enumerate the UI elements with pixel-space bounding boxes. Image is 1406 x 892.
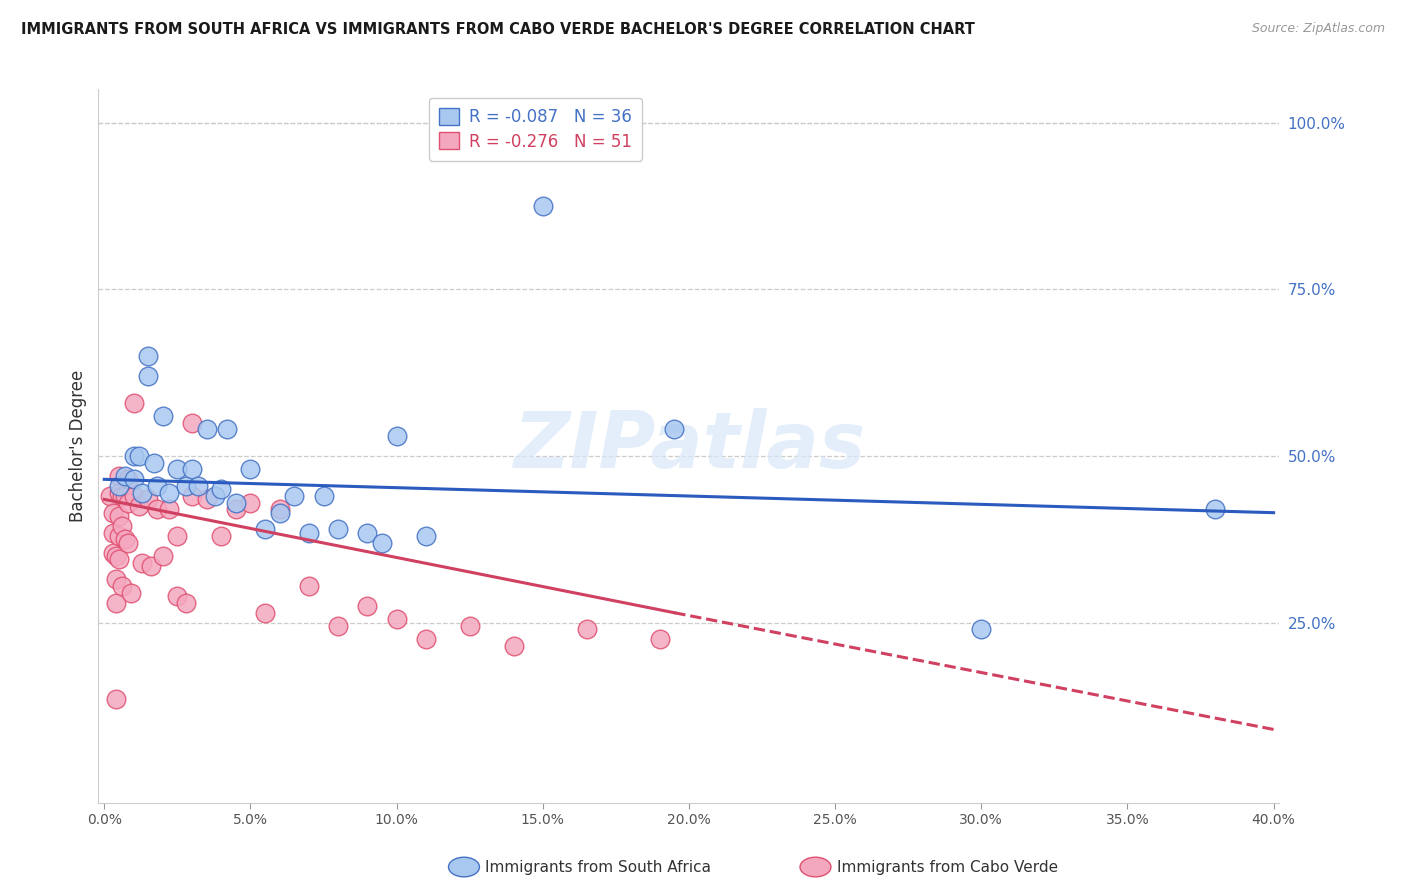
Point <box>122 449 145 463</box>
Point <box>254 606 277 620</box>
Point <box>269 506 291 520</box>
Point <box>157 502 180 516</box>
Point <box>131 556 153 570</box>
Point <box>111 519 134 533</box>
Point <box>114 489 136 503</box>
Point <box>117 496 139 510</box>
Point <box>181 462 204 476</box>
Point <box>166 589 188 603</box>
Point <box>195 422 218 436</box>
Point <box>181 489 204 503</box>
Point <box>326 619 349 633</box>
Point <box>371 535 394 549</box>
Point <box>122 489 145 503</box>
Point <box>312 489 335 503</box>
Point <box>157 485 180 500</box>
Text: IMMIGRANTS FROM SOUTH AFRICA VS IMMIGRANTS FROM CABO VERDE BACHELOR'S DEGREE COR: IMMIGRANTS FROM SOUTH AFRICA VS IMMIGRAN… <box>21 22 974 37</box>
Point <box>204 489 226 503</box>
Point <box>131 485 153 500</box>
Legend: R = -0.087   N = 36, R = -0.276   N = 51: R = -0.087 N = 36, R = -0.276 N = 51 <box>429 97 643 161</box>
Point <box>122 395 145 409</box>
Point <box>139 559 162 574</box>
Point <box>108 485 131 500</box>
Point <box>101 506 124 520</box>
Point <box>254 522 277 536</box>
Point <box>114 469 136 483</box>
Point <box>104 573 127 587</box>
Point <box>120 585 142 599</box>
Point <box>458 619 481 633</box>
Point <box>108 529 131 543</box>
Point <box>195 492 218 507</box>
Point <box>174 596 197 610</box>
Point <box>209 529 232 543</box>
Point <box>385 429 408 443</box>
Point <box>122 472 145 486</box>
Point <box>166 529 188 543</box>
Point <box>239 462 262 476</box>
Point <box>146 479 169 493</box>
Point <box>187 479 209 493</box>
Point <box>415 529 437 543</box>
Point <box>1204 502 1226 516</box>
Point <box>269 502 291 516</box>
Point <box>104 692 127 706</box>
Text: ZIPatlas: ZIPatlas <box>513 408 865 484</box>
Point <box>215 422 238 436</box>
Point <box>114 533 136 547</box>
Point <box>298 579 321 593</box>
Point <box>104 549 127 563</box>
Point <box>239 496 262 510</box>
Point <box>104 596 127 610</box>
Point <box>136 492 159 507</box>
Point <box>143 456 166 470</box>
Point <box>225 496 247 510</box>
Text: Source: ZipAtlas.com: Source: ZipAtlas.com <box>1251 22 1385 36</box>
Point <box>152 549 174 563</box>
Point <box>101 525 124 540</box>
Point <box>970 623 993 637</box>
Point <box>575 623 598 637</box>
Point <box>146 502 169 516</box>
Point <box>174 479 197 493</box>
Point <box>356 599 378 613</box>
Point <box>326 522 349 536</box>
Point <box>385 612 408 626</box>
Point <box>136 349 159 363</box>
Point <box>108 509 131 524</box>
Point <box>298 525 321 540</box>
Point <box>117 472 139 486</box>
Point <box>531 199 554 213</box>
Point <box>108 479 131 493</box>
Point <box>152 409 174 423</box>
Point <box>181 416 204 430</box>
Point <box>648 632 671 647</box>
Point <box>98 489 121 503</box>
Point <box>108 469 131 483</box>
Point <box>502 639 524 653</box>
Point <box>166 462 188 476</box>
Point <box>356 525 378 540</box>
Point <box>128 499 150 513</box>
Point <box>136 368 159 383</box>
Point <box>111 489 134 503</box>
Point <box>111 579 134 593</box>
Point <box>664 422 686 436</box>
Point <box>108 552 131 566</box>
Y-axis label: Bachelor's Degree: Bachelor's Degree <box>69 370 87 522</box>
Point <box>128 449 150 463</box>
Text: Immigrants from Cabo Verde: Immigrants from Cabo Verde <box>837 860 1057 874</box>
Point <box>283 489 305 503</box>
Text: Immigrants from South Africa: Immigrants from South Africa <box>485 860 711 874</box>
Point <box>117 535 139 549</box>
Point <box>225 502 247 516</box>
Point <box>415 632 437 647</box>
Point <box>209 483 232 497</box>
Point <box>101 546 124 560</box>
